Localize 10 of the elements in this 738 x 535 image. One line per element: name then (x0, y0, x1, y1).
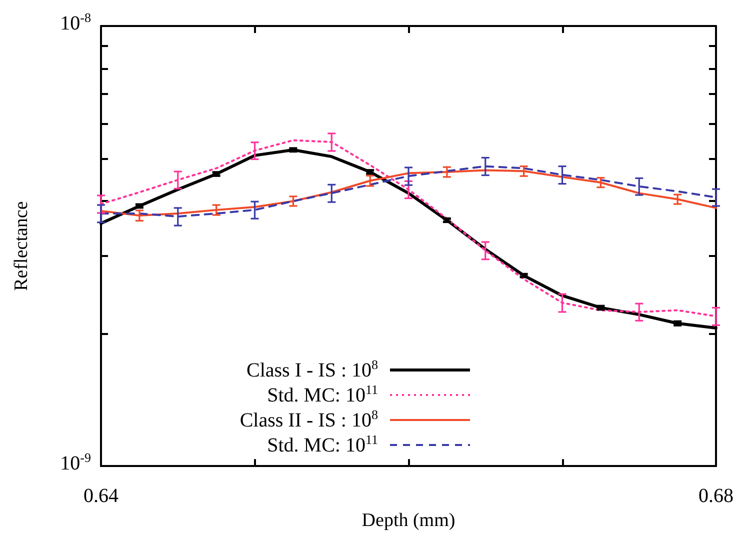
legend-label: Class I - IS : 10$^{8}$ (246, 356, 378, 382)
y-tick-label: 10$^{-8}$ (60, 10, 91, 34)
x-tick-label: 0.64 (84, 485, 118, 508)
x-tick-label: 0.68 (698, 485, 734, 508)
legend-label: Std. MC: 10$^{11}$ (266, 432, 378, 458)
legend-label: Class II - IS : 10$^{8}$ (238, 406, 378, 432)
y-tick-label: 10$^{-9}$ (60, 450, 91, 474)
x-axis-title: Depth (mm) (362, 510, 456, 531)
legend-label: Std. MC: 10$^{11}$ (266, 382, 378, 408)
y-axis-title: Reflectance (11, 201, 32, 291)
